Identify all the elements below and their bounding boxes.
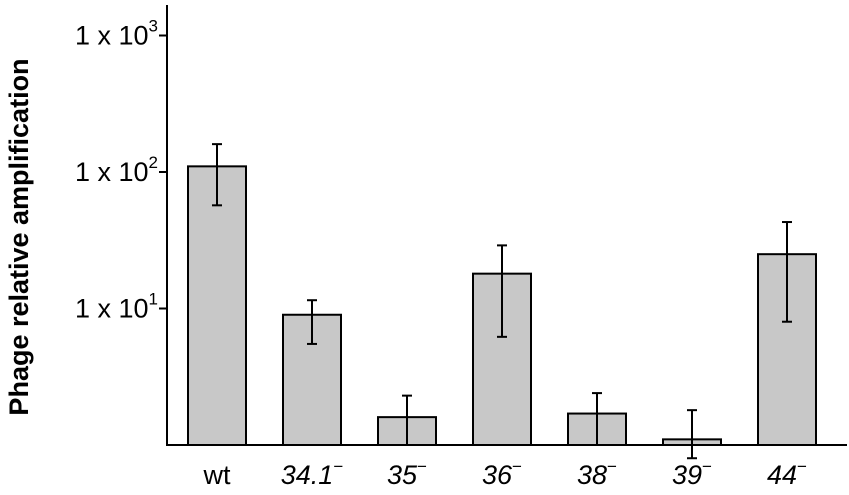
- y-tick-label: 1 x 101: [75, 290, 158, 324]
- x-tick-label: 44−: [767, 457, 807, 490]
- y-tick-exponent: 3: [149, 17, 158, 36]
- y-axis-label: Phage relative amplification: [4, 58, 34, 415]
- x-tick-label: 38−: [577, 457, 617, 490]
- y-tick-label: 1 x 103: [75, 17, 158, 51]
- x-tick-superscript: −: [333, 457, 343, 476]
- x-tick-superscript: −: [607, 457, 617, 476]
- bar: [187, 165, 247, 447]
- y-tick-label: 1 x 102: [75, 153, 158, 187]
- x-tick-superscript: −: [797, 457, 807, 476]
- x-tick-label: 34.1−: [281, 457, 344, 490]
- x-tick-superscript: −: [512, 457, 522, 476]
- y-tick-exponent: 2: [149, 153, 158, 172]
- x-tick-superscript: −: [702, 457, 712, 476]
- x-tick-label: 36−: [482, 457, 522, 490]
- x-tick-label: 39−: [672, 457, 712, 490]
- x-tick-superscript: −: [417, 457, 427, 476]
- x-tick-label: 35−: [387, 457, 427, 490]
- y-tick-exponent: 1: [149, 290, 158, 309]
- x-tick-label: wt: [203, 460, 231, 490]
